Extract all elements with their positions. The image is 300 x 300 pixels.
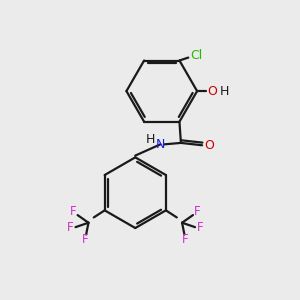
Text: O: O — [207, 85, 217, 98]
Text: F: F — [82, 233, 88, 246]
Text: F: F — [67, 220, 74, 234]
Text: F: F — [70, 205, 76, 218]
Text: H: H — [146, 133, 156, 146]
Text: N: N — [156, 138, 165, 151]
Text: O: O — [205, 139, 214, 152]
Text: F: F — [182, 233, 189, 246]
Text: F: F — [194, 205, 201, 218]
Text: Cl: Cl — [190, 49, 203, 62]
Text: F: F — [197, 220, 204, 234]
Text: H: H — [220, 85, 229, 98]
